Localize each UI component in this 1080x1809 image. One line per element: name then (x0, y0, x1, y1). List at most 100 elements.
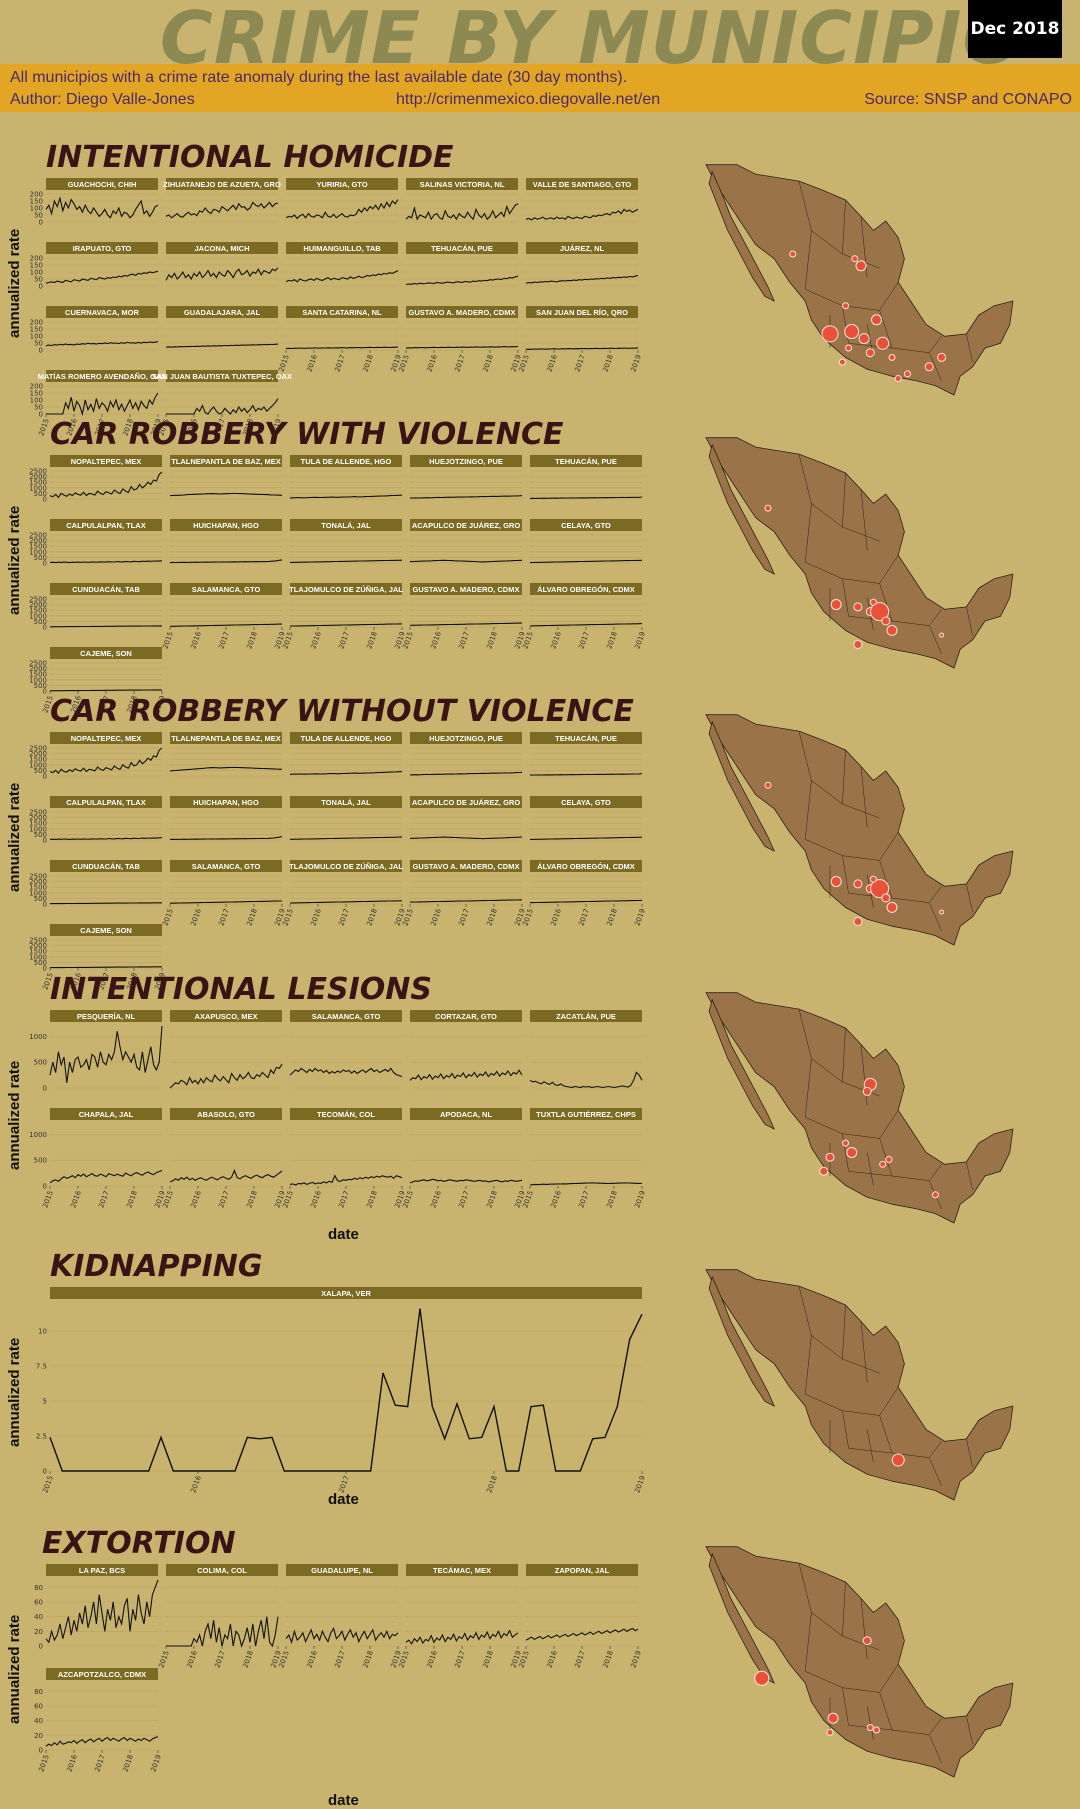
series-line[interactable] (405, 345, 519, 349)
municipio-marker[interactable] (870, 602, 890, 622)
municipio-marker[interactable] (830, 876, 842, 888)
series-line[interactable] (45, 1736, 159, 1747)
series-line[interactable] (529, 496, 643, 499)
series-line[interactable] (165, 201, 279, 219)
municipio-marker[interactable] (862, 1636, 872, 1646)
series-line[interactable] (409, 1069, 523, 1081)
series-line[interactable] (165, 267, 279, 281)
municipio-marker[interactable] (931, 1191, 939, 1199)
municipio-marker[interactable] (842, 1139, 849, 1147)
series-line[interactable] (50, 625, 162, 628)
municipio-marker[interactable] (853, 602, 863, 612)
series-line[interactable] (530, 836, 643, 840)
series-line[interactable] (49, 1169, 163, 1184)
municipio-marker[interactable] (858, 333, 870, 345)
series-line[interactable] (49, 560, 163, 564)
municipio-marker[interactable] (853, 879, 863, 889)
series-line[interactable] (169, 559, 283, 564)
municipio-marker[interactable] (876, 336, 890, 350)
municipio-marker[interactable] (838, 358, 846, 366)
municipio-marker[interactable] (844, 324, 860, 340)
source-url-link[interactable]: http://crimenmexico.diegovalle.net/en (396, 91, 661, 108)
municipio-marker[interactable] (827, 1712, 839, 1724)
municipio-marker[interactable] (924, 362, 934, 372)
municipio-marker[interactable] (891, 1453, 905, 1467)
municipio-marker[interactable] (821, 325, 839, 343)
municipio-marker[interactable] (939, 909, 945, 915)
series-line[interactable] (529, 559, 643, 564)
municipio-marker[interactable] (826, 1728, 834, 1736)
series-line[interactable] (525, 208, 639, 221)
series-line[interactable] (45, 341, 159, 347)
series-line[interactable] (49, 837, 163, 840)
series-line[interactable] (45, 196, 159, 219)
series-line[interactable] (409, 1178, 523, 1184)
series-line[interactable] (289, 900, 402, 904)
municipio-marker[interactable] (881, 893, 891, 903)
series-line[interactable] (525, 347, 639, 350)
series-line[interactable] (49, 1308, 643, 1472)
series-line[interactable] (285, 199, 399, 220)
series-line[interactable] (405, 275, 519, 286)
municipio-marker[interactable] (937, 352, 947, 362)
series-line[interactable] (529, 1182, 643, 1186)
series-line[interactable] (169, 766, 283, 772)
series-line[interactable] (290, 836, 402, 840)
municipio-marker[interactable] (851, 255, 859, 263)
series-line[interactable] (405, 203, 519, 221)
series-line[interactable] (49, 1025, 163, 1083)
series-line[interactable] (169, 836, 283, 840)
series-line[interactable] (525, 1627, 639, 1641)
series-line[interactable] (409, 771, 523, 776)
series-line[interactable] (285, 346, 399, 350)
municipio-marker[interactable] (939, 632, 945, 638)
municipio-marker[interactable] (888, 353, 896, 361)
municipio-marker[interactable] (885, 1156, 893, 1164)
municipio-marker[interactable] (881, 616, 891, 626)
municipio-marker[interactable] (886, 901, 898, 913)
series-line[interactable] (49, 902, 162, 905)
municipio-marker[interactable] (819, 1166, 829, 1176)
series-line[interactable] (289, 771, 403, 775)
series-line[interactable] (170, 900, 282, 904)
series-line[interactable] (289, 1067, 403, 1078)
series-line[interactable] (49, 471, 163, 499)
municipio-marker[interactable] (764, 504, 772, 512)
series-line[interactable] (170, 623, 282, 627)
municipio-marker[interactable] (846, 1147, 858, 1158)
municipio-marker[interactable] (886, 624, 898, 636)
series-line[interactable] (46, 392, 159, 417)
series-line[interactable] (409, 559, 523, 563)
series-line[interactable] (169, 1169, 283, 1183)
municipio-marker[interactable] (865, 348, 875, 358)
series-line[interactable] (50, 689, 162, 692)
series-line[interactable] (529, 899, 643, 904)
series-line[interactable] (409, 836, 523, 840)
municipio-marker[interactable] (825, 1152, 835, 1162)
municipio-marker[interactable] (870, 879, 890, 899)
series-line[interactable] (405, 1629, 519, 1645)
series-line[interactable] (165, 343, 279, 348)
series-line[interactable] (409, 495, 523, 499)
municipio-marker[interactable] (894, 375, 902, 383)
municipio-marker[interactable] (754, 1670, 770, 1686)
municipio-marker[interactable] (871, 314, 882, 326)
series-line[interactable] (45, 1579, 159, 1644)
series-line[interactable] (529, 623, 643, 627)
municipio-marker[interactable] (869, 875, 877, 883)
municipio-marker[interactable] (853, 640, 863, 649)
municipio-marker[interactable] (853, 917, 863, 926)
series-line[interactable] (529, 1071, 643, 1089)
series-line[interactable] (410, 622, 522, 626)
series-line[interactable] (290, 559, 403, 563)
municipio-marker[interactable] (862, 1086, 872, 1096)
series-line[interactable] (289, 494, 403, 499)
series-line[interactable] (525, 274, 639, 284)
series-line[interactable] (49, 966, 162, 969)
municipio-marker[interactable] (869, 598, 877, 606)
series-line[interactable] (166, 398, 279, 415)
series-line[interactable] (49, 747, 163, 775)
municipio-marker[interactable] (764, 781, 772, 789)
series-line[interactable] (285, 270, 399, 283)
series-line[interactable] (529, 772, 643, 776)
